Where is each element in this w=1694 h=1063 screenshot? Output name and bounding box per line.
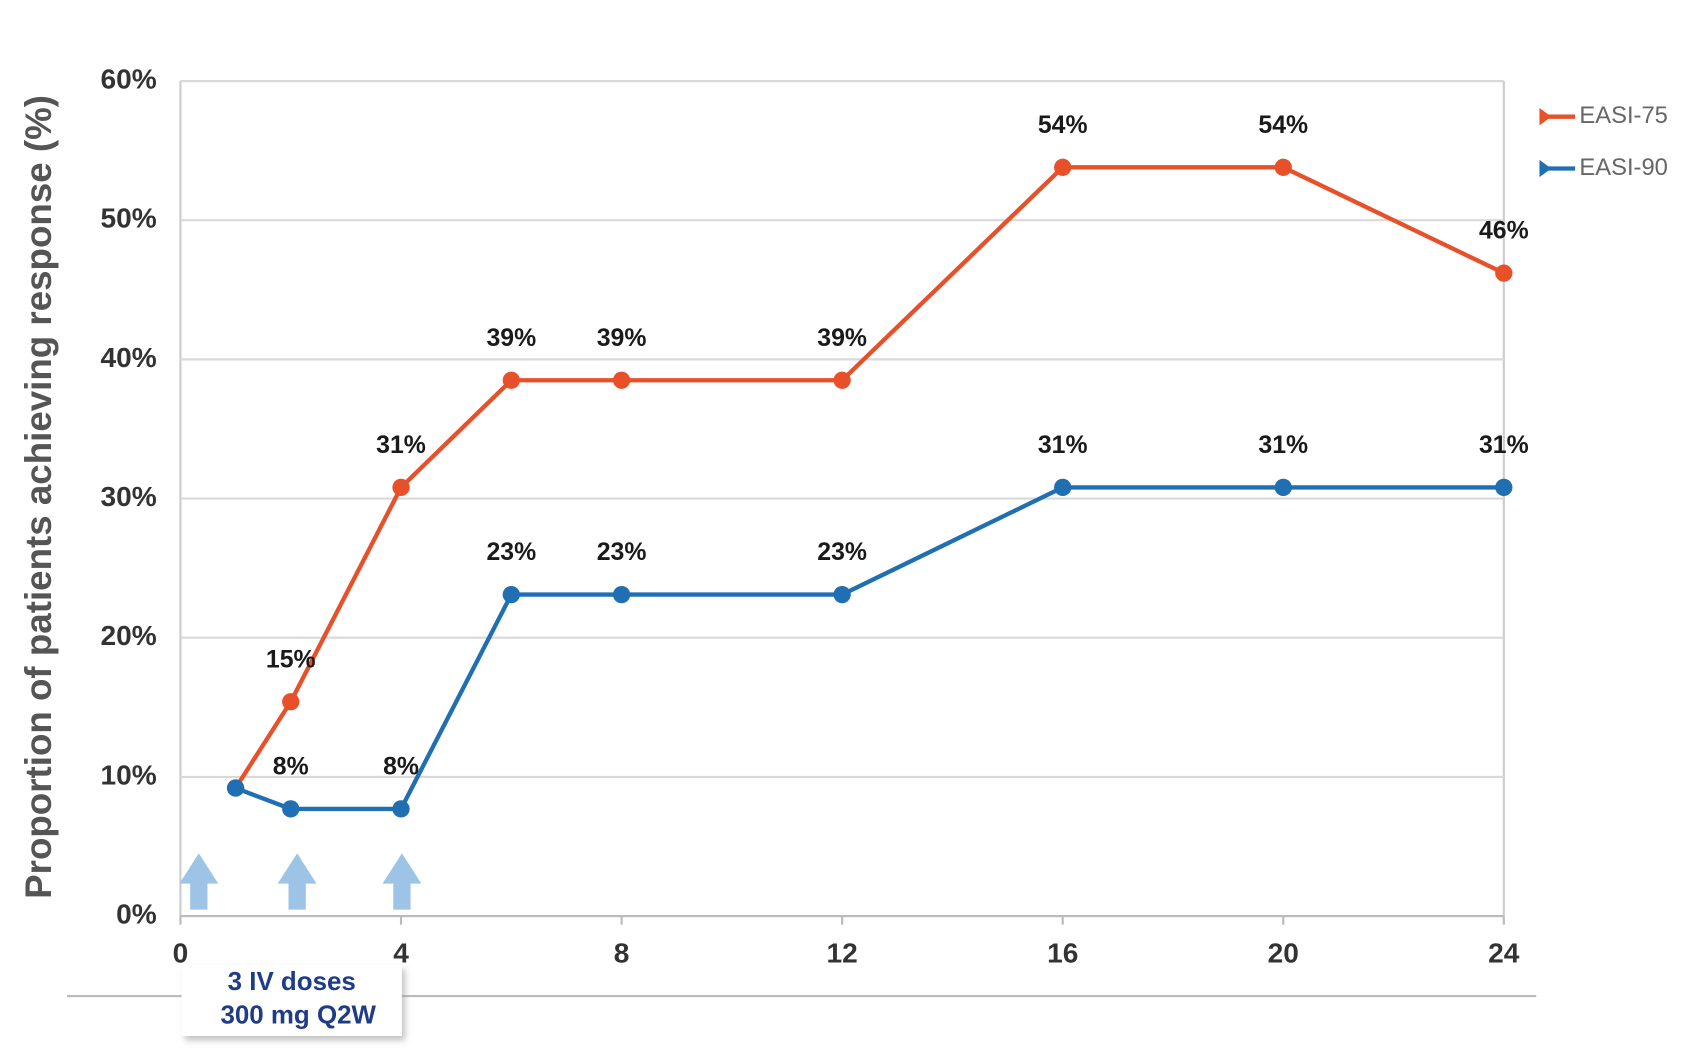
data-label: 15% xyxy=(266,646,316,673)
data-point xyxy=(833,585,851,604)
data-label: 8% xyxy=(383,753,419,780)
data-point xyxy=(1054,158,1072,176)
data-label: 23% xyxy=(597,539,647,566)
data-label: 31% xyxy=(1038,432,1088,459)
x-tick-label: 8 xyxy=(614,937,630,968)
data-point xyxy=(1274,478,1292,497)
data-label: 31% xyxy=(376,432,426,459)
legend-label: EASI-75 xyxy=(1579,102,1667,129)
annotation-text: 300 mg Q2W xyxy=(220,1001,376,1029)
annotation-box xyxy=(181,964,402,1036)
data-point xyxy=(226,779,245,797)
x-tick-label: 0 xyxy=(173,937,189,968)
data-point xyxy=(1495,478,1513,497)
data-point xyxy=(282,693,300,711)
x-tick-label: 4 xyxy=(393,937,409,968)
y-tick-label: 40% xyxy=(100,342,156,373)
data-label: 54% xyxy=(1038,112,1088,139)
data-label: 8% xyxy=(273,753,309,780)
dose-arrows xyxy=(179,853,422,910)
x-tick-label: 16 xyxy=(1047,937,1078,968)
data-point xyxy=(612,585,631,604)
data-label: 23% xyxy=(486,539,536,566)
x-tick-label: 20 xyxy=(1268,937,1299,968)
data-label: 39% xyxy=(817,325,867,352)
data-point xyxy=(612,371,631,389)
y-tick-label: 50% xyxy=(100,203,156,234)
legend-label: EASI-90 xyxy=(1579,154,1667,181)
x-tick-label: 24 xyxy=(1488,937,1520,968)
data-label: 39% xyxy=(486,325,536,352)
data-label: 39% xyxy=(597,325,647,352)
data-label: 46% xyxy=(1479,218,1529,245)
data-point xyxy=(1495,264,1513,282)
data-point xyxy=(502,371,520,389)
data-point xyxy=(502,585,520,604)
annotation-text: 3 IV doses xyxy=(228,968,356,996)
data-point xyxy=(833,371,851,389)
series-line xyxy=(233,165,1505,790)
dose-arrow xyxy=(382,853,422,910)
data-point xyxy=(1054,478,1072,497)
y-tick-label: 30% xyxy=(100,481,156,512)
x-tick-label: 12 xyxy=(827,937,858,968)
dose-arrow xyxy=(277,853,317,910)
data-label: 54% xyxy=(1258,112,1308,139)
legend-marker xyxy=(1539,108,1552,126)
y-tick-label: 0% xyxy=(116,899,157,930)
data-point xyxy=(282,800,300,818)
y-tick-label: 60% xyxy=(100,63,156,94)
data-point xyxy=(392,800,410,818)
data-point xyxy=(1274,158,1292,176)
data-label: 31% xyxy=(1479,432,1529,459)
y-axis-label: Proportion of patients achieving respons… xyxy=(18,95,59,899)
y-tick-label: 20% xyxy=(100,620,156,651)
y-tick-label: 10% xyxy=(100,759,156,790)
dose-arrow xyxy=(179,853,219,910)
series-line xyxy=(234,485,1504,812)
data-label: 31% xyxy=(1258,432,1308,459)
data-point xyxy=(392,478,410,497)
data-label: 23% xyxy=(817,539,867,566)
legend-marker xyxy=(1539,159,1552,178)
